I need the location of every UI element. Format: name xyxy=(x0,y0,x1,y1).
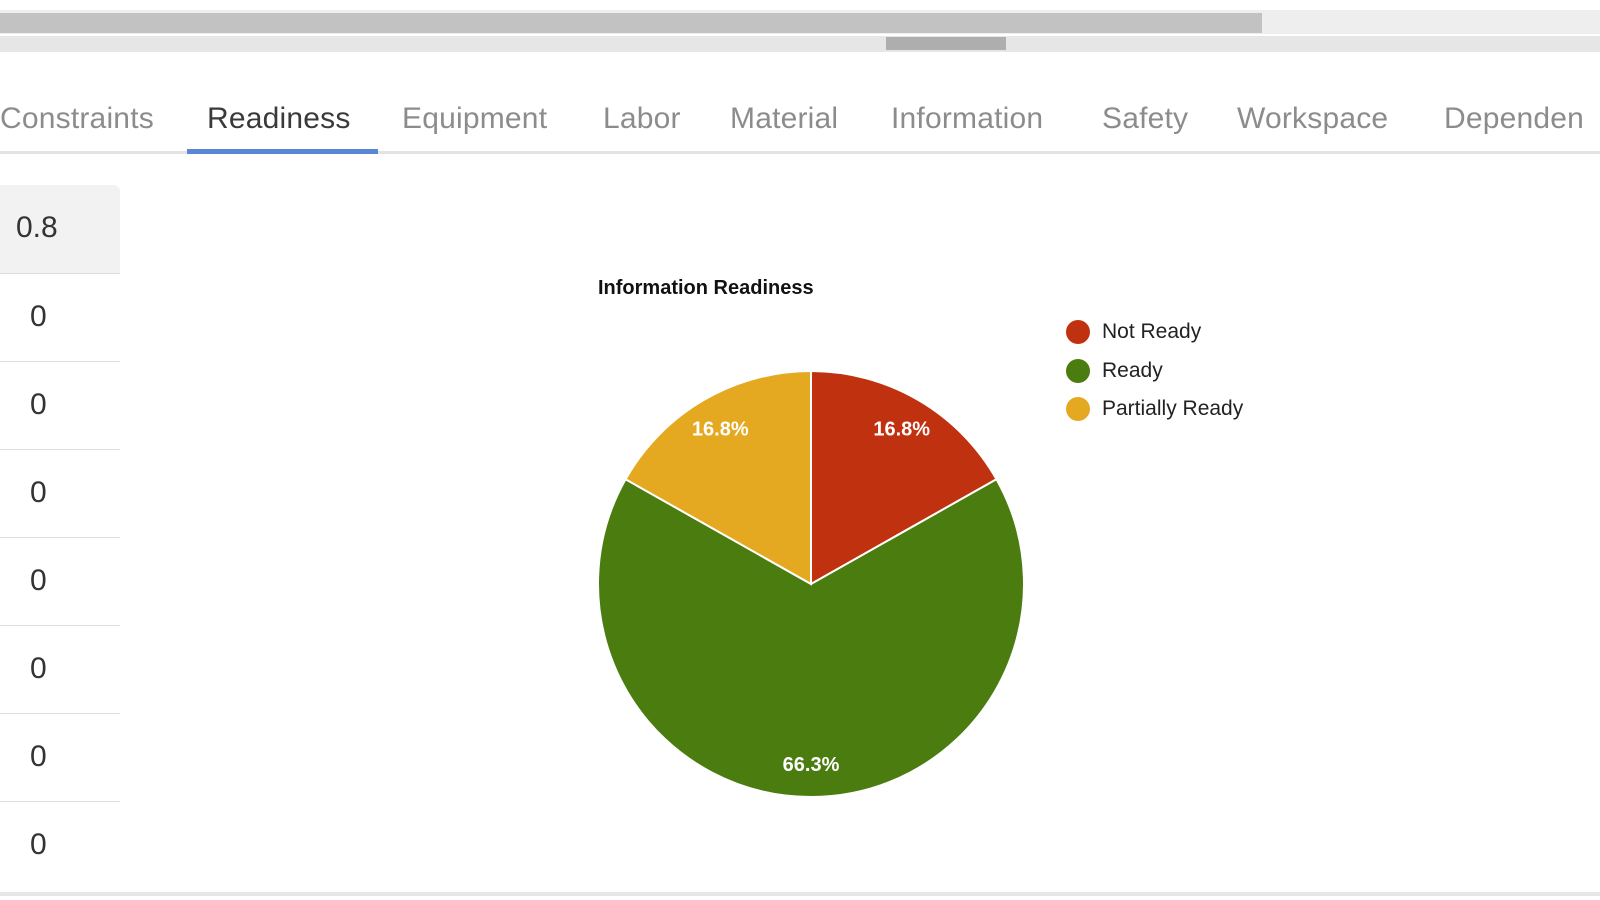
pie-labels: 16.8% 66.3% 16.8% xyxy=(692,419,930,776)
value-column: 0.8 0 0 0 0 0 0 0 xyxy=(0,185,120,889)
legend-item-not-ready[interactable]: Not Ready xyxy=(1066,313,1243,352)
legend-label: Partially Ready xyxy=(1102,397,1244,421)
tab-safety[interactable]: Safety xyxy=(1102,102,1189,135)
chart-title: Information Readiness xyxy=(598,277,814,299)
pie-data-label: 16.8% xyxy=(692,419,749,441)
column-header-value: 0.8 xyxy=(0,185,120,273)
active-tab-indicator xyxy=(187,149,378,154)
bottom-border xyxy=(0,892,1600,896)
legend-swatch-not-ready xyxy=(1066,320,1090,345)
table-cell: 0 xyxy=(0,449,120,537)
tab-readiness[interactable]: Readiness xyxy=(207,102,351,135)
tab-information[interactable]: Information xyxy=(891,102,1044,135)
table-cell: 0 xyxy=(0,801,120,889)
pie-slices xyxy=(597,369,1025,798)
pie-data-label: 16.8% xyxy=(873,419,930,441)
scrollbar-thumb-inner[interactable] xyxy=(886,37,1006,50)
tab-workspace[interactable]: Workspace xyxy=(1237,102,1389,135)
legend-swatch-partially-ready xyxy=(1066,397,1090,422)
table-cell: 0 xyxy=(0,361,120,449)
horizontal-scrollbar-outer[interactable] xyxy=(0,10,1600,34)
tab-constraints[interactable]: Constraints xyxy=(0,102,154,135)
pie-data-label: 66.3% xyxy=(783,754,840,776)
table-cell: 0 xyxy=(0,713,120,801)
legend-label: Ready xyxy=(1102,358,1163,382)
legend-item-ready[interactable]: Ready xyxy=(1066,352,1243,391)
tab-equipment[interactable]: Equipment xyxy=(402,102,548,135)
table-cell: 0 xyxy=(0,537,120,625)
tab-bar: Constraints Readiness Equipment Labor Ma… xyxy=(0,90,1600,154)
table-cell: 0 xyxy=(0,625,120,713)
chart-legend: Not Ready Ready Partially Ready xyxy=(1066,313,1243,429)
legend-swatch-ready xyxy=(1066,358,1090,383)
pie-slice-not-ready[interactable] xyxy=(810,369,998,586)
tab-dependencies[interactable]: Dependen xyxy=(1444,102,1585,135)
tab-labor[interactable]: Labor xyxy=(603,102,681,135)
pie-slice-partially-ready[interactable] xyxy=(624,369,812,586)
horizontal-scrollbar-inner[interactable] xyxy=(0,36,1600,52)
tab-material[interactable]: Material xyxy=(730,102,839,135)
table-cell: 0 xyxy=(0,273,120,361)
legend-item-partially-ready[interactable]: Partially Ready xyxy=(1066,390,1243,429)
legend-label: Not Ready xyxy=(1102,320,1202,344)
scrollbar-thumb-outer[interactable] xyxy=(0,13,1262,33)
pie-slice-ready[interactable] xyxy=(597,477,1025,798)
